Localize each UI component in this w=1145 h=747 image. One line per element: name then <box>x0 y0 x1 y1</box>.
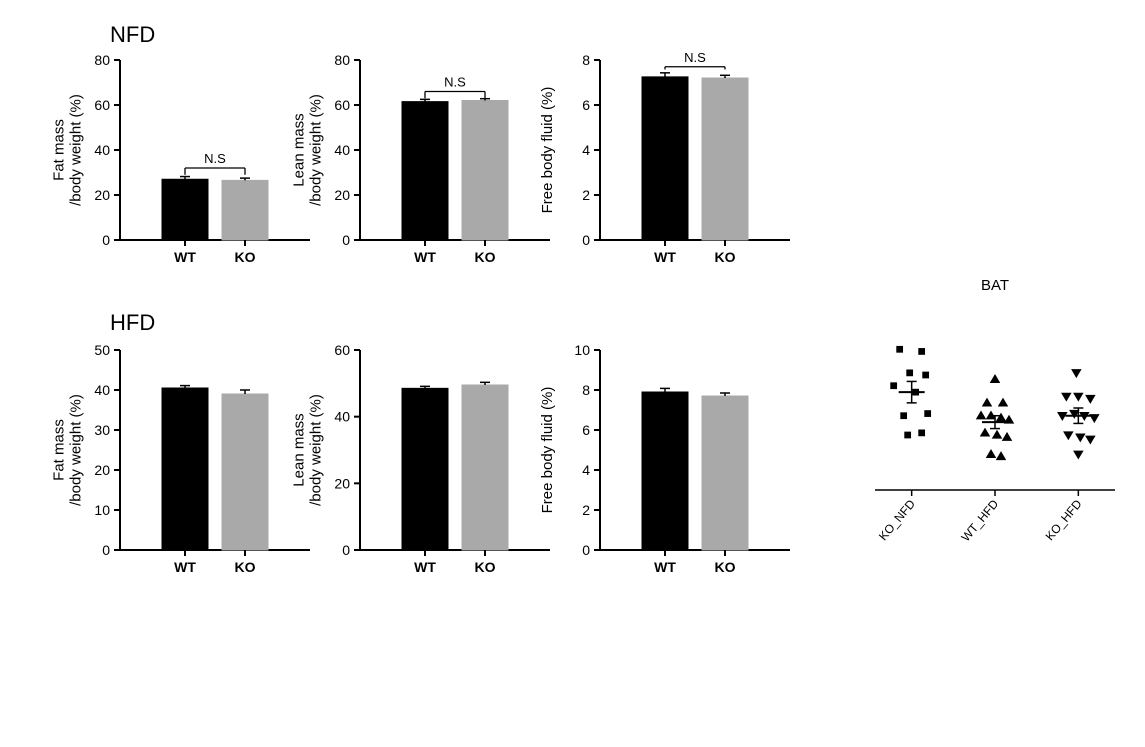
svg-text:50: 50 <box>94 342 110 358</box>
svg-text:10: 10 <box>574 342 590 358</box>
bar-nfd-fat-ko <box>222 180 268 240</box>
svg-text:/body weight (%): /body weight (%) <box>68 94 85 206</box>
svg-text:40: 40 <box>334 142 350 158</box>
svg-text:KO: KO <box>475 249 496 265</box>
svg-text:40: 40 <box>94 142 110 158</box>
svg-text:8: 8 <box>582 382 590 398</box>
bar-hfd-fluid-ko <box>702 396 748 550</box>
bar-hfd-fluid-wt <box>642 392 688 550</box>
svg-text:KO: KO <box>235 559 256 575</box>
svg-text:WT: WT <box>414 559 436 575</box>
ns-label-nfd-fluid: N.S <box>684 50 706 65</box>
svg-text:0: 0 <box>342 542 350 558</box>
svg-text:WT: WT <box>654 559 676 575</box>
svg-text:/body weight (%): /body weight (%) <box>68 394 85 506</box>
bar-hfd-lean-wt <box>402 388 448 550</box>
svg-text:WT: WT <box>414 249 436 265</box>
svg-text:Free body fluid (%): Free body fluid (%) <box>539 87 556 214</box>
svg-text:KO: KO <box>235 249 256 265</box>
svg-text:WT: WT <box>174 559 196 575</box>
bar-nfd-fluid-wt <box>642 77 688 240</box>
scatter-xlabel-ko_nfd: KO_NFD <box>876 497 918 544</box>
svg-text:80: 80 <box>334 52 350 68</box>
svg-text:/body weight (%): /body weight (%) <box>308 94 325 206</box>
svg-text:40: 40 <box>94 382 110 398</box>
bar-nfd-lean-wt <box>402 102 448 240</box>
bar-hfd-fat-wt <box>162 388 208 550</box>
svg-text:Fat mass: Fat mass <box>51 419 68 481</box>
svg-text:Fat mass: Fat mass <box>51 119 68 181</box>
bar-hfd-lean-ko <box>462 385 508 550</box>
chart-nfd-fluid: 02468Free body fluid (%)WTKON.S <box>530 60 810 300</box>
svg-text:0: 0 <box>342 232 350 248</box>
svg-text:2: 2 <box>582 502 590 518</box>
svg-text:8: 8 <box>582 52 590 68</box>
bar-hfd-fat-ko <box>222 394 268 550</box>
svg-text:20: 20 <box>94 187 110 203</box>
chart-hfd-fluid: 0246810Free body fluid (%)WTKO <box>530 350 810 610</box>
svg-text:60: 60 <box>334 97 350 113</box>
chart-hfd-lean: 0204060Lean mass/body weight (%)WTKO <box>290 350 570 610</box>
svg-text:40: 40 <box>334 409 350 425</box>
svg-text:6: 6 <box>582 97 590 113</box>
svg-text:2: 2 <box>582 187 590 203</box>
chart-nfd-fat: 020406080Fat mass/body weight (%)WTKON.S <box>50 60 330 300</box>
chart-hfd-fat: 01020304050Fat mass/body weight (%)WTKO <box>50 350 330 610</box>
svg-text:WT: WT <box>174 249 196 265</box>
svg-text:60: 60 <box>94 97 110 113</box>
svg-text:60: 60 <box>334 342 350 358</box>
svg-text:80: 80 <box>94 52 110 68</box>
svg-text:WT: WT <box>654 249 676 265</box>
svg-text:6: 6 <box>582 422 590 438</box>
ns-label-nfd-lean: N.S <box>444 75 466 90</box>
section-title-hfd: HFD <box>110 310 155 336</box>
ns-label-nfd-fat: N.S <box>204 151 226 166</box>
scatter-xlabel-ko_hfd: KO_HFD <box>1043 497 1085 544</box>
svg-text:10: 10 <box>94 502 110 518</box>
svg-text:20: 20 <box>94 462 110 478</box>
svg-text:KO: KO <box>715 559 736 575</box>
svg-text:20: 20 <box>334 187 350 203</box>
svg-text:Lean mass: Lean mass <box>291 113 308 186</box>
svg-text:/body weight (%): /body weight (%) <box>308 394 325 506</box>
svg-text:0: 0 <box>102 232 110 248</box>
section-title-nfd: NFD <box>110 22 155 48</box>
svg-text:Lean mass: Lean mass <box>291 413 308 486</box>
svg-text:Free body fluid (%): Free body fluid (%) <box>539 387 556 514</box>
bar-nfd-fluid-ko <box>702 78 748 240</box>
svg-text:0: 0 <box>102 542 110 558</box>
svg-text:0: 0 <box>582 232 590 248</box>
scatter-title: BAT <box>981 277 1009 294</box>
svg-text:KO: KO <box>475 559 496 575</box>
svg-text:4: 4 <box>582 142 590 158</box>
chart-nfd-lean: 020406080Lean mass/body weight (%)WTKON.… <box>290 60 570 300</box>
svg-text:0: 0 <box>582 542 590 558</box>
bar-nfd-lean-ko <box>462 101 508 241</box>
figure-stage: { "canvas":{"w":1145,"h":747,"bg":"#ffff… <box>0 0 1145 747</box>
svg-text:4: 4 <box>582 462 590 478</box>
scatter-xlabel-wt_hfd: WT_HFD <box>958 497 1001 545</box>
svg-text:KO: KO <box>715 249 736 265</box>
svg-text:30: 30 <box>94 422 110 438</box>
chart-bat-scatter: BATKO_NFDWT_HFDKO_HFD <box>870 330 1145 640</box>
svg-text:20: 20 <box>334 475 350 491</box>
bar-nfd-fat-wt <box>162 179 208 240</box>
